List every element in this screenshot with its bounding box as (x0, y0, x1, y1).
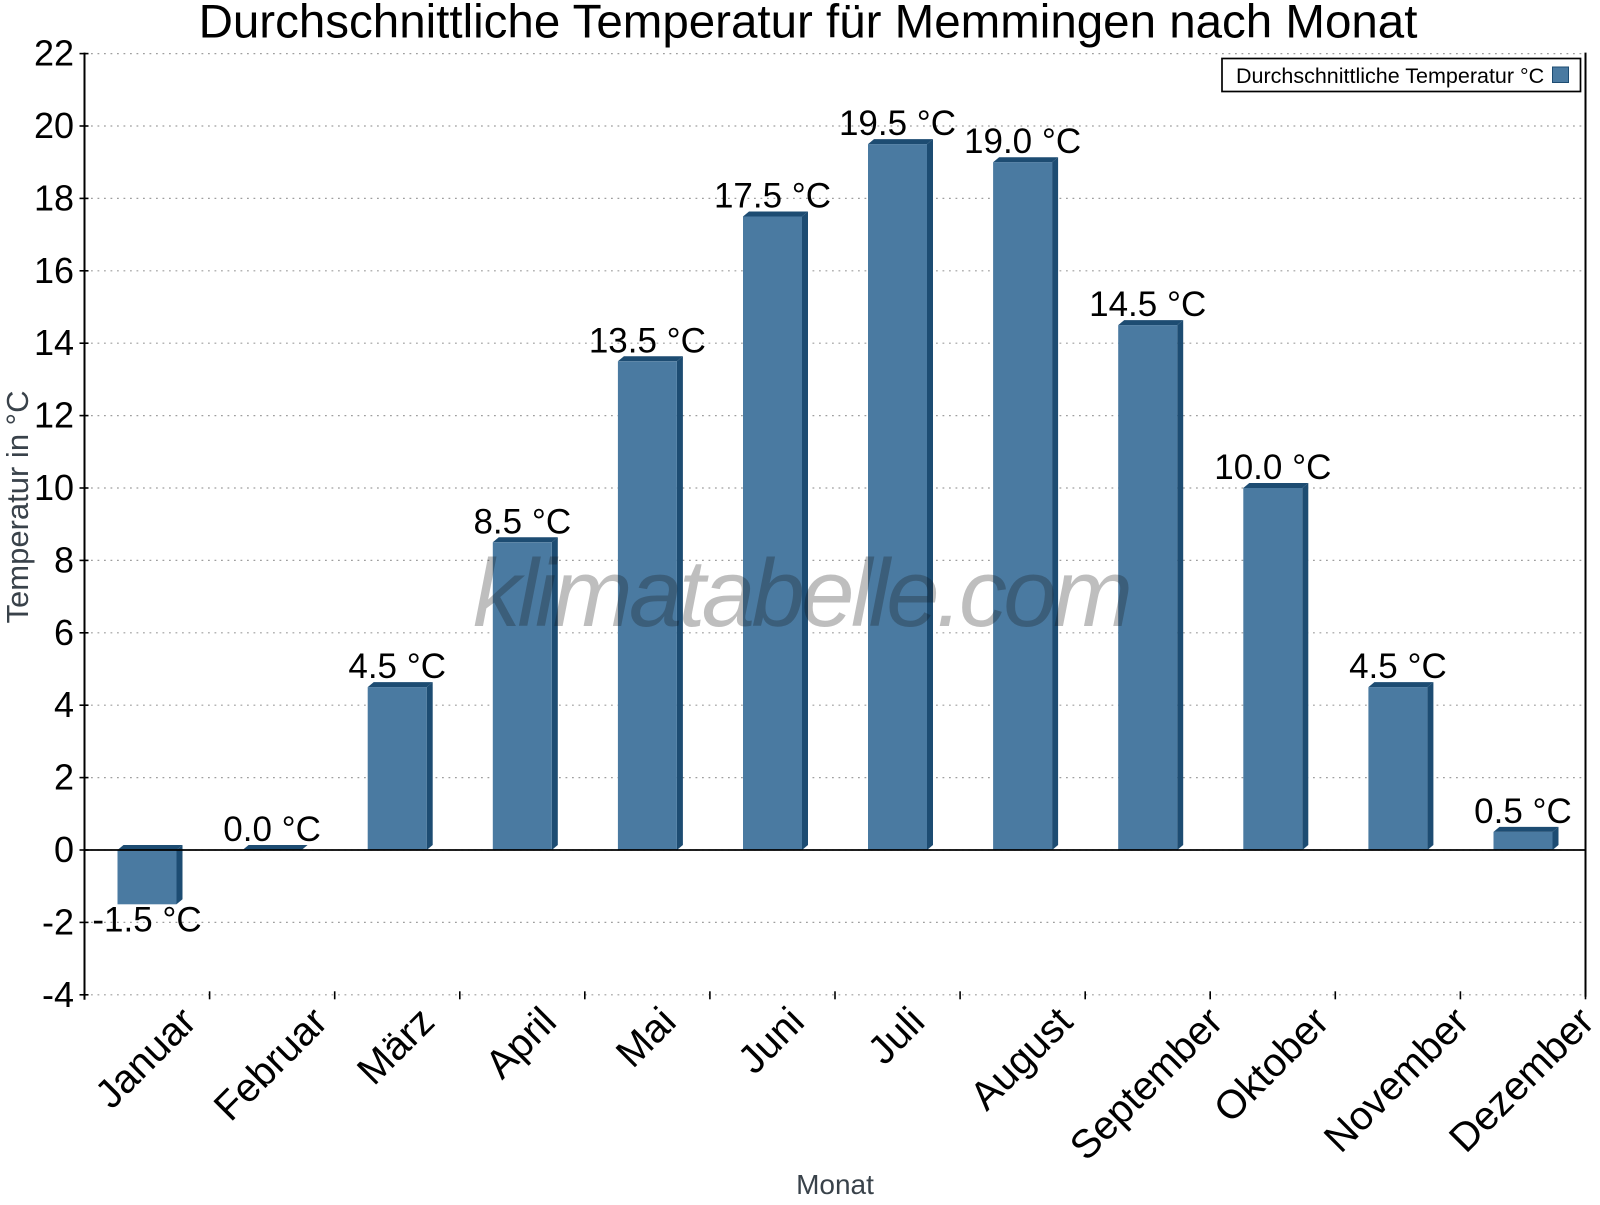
svg-text:0: 0 (54, 829, 74, 870)
svg-text:14: 14 (34, 322, 74, 363)
svg-text:10: 10 (34, 467, 74, 508)
svg-text:22: 22 (34, 33, 74, 74)
svg-text:19.5 °C: 19.5 °C (839, 104, 956, 143)
svg-text:18: 18 (34, 177, 74, 218)
svg-text:-1.5 °C: -1.5 °C (92, 900, 201, 939)
svg-text:13.5 °C: 13.5 °C (589, 321, 706, 360)
svg-text:19.0 °C: 19.0 °C (964, 122, 1081, 161)
svg-text:Durchschnittliche Temperatur f: Durchschnittliche Temperatur für Memming… (199, 0, 1418, 49)
svg-text:16: 16 (34, 250, 74, 291)
svg-text:0.0 °C: 0.0 °C (223, 810, 321, 849)
svg-text:4.5 °C: 4.5 °C (348, 647, 446, 686)
svg-text:-2: -2 (42, 901, 74, 942)
svg-text:2: 2 (54, 757, 74, 798)
svg-text:Monat: Monat (796, 1169, 874, 1200)
svg-text:17.5 °C: 17.5 °C (714, 177, 831, 216)
svg-text:Durchschnittliche Temperatur °: Durchschnittliche Temperatur °C (1236, 64, 1544, 88)
svg-text:6: 6 (54, 612, 74, 653)
svg-text:8.5 °C: 8.5 °C (473, 502, 571, 541)
svg-text:4: 4 (54, 684, 74, 725)
svg-text:Temperatur in °C: Temperatur in °C (0, 391, 35, 624)
svg-text:4.5 °C: 4.5 °C (1349, 647, 1447, 686)
svg-text:14.5 °C: 14.5 °C (1089, 285, 1206, 324)
svg-text:0.5 °C: 0.5 °C (1474, 792, 1572, 831)
svg-text:10.0 °C: 10.0 °C (1214, 448, 1331, 487)
svg-text:8: 8 (54, 539, 74, 580)
svg-text:12: 12 (34, 395, 74, 436)
svg-text:20: 20 (34, 105, 74, 146)
svg-text:-4: -4 (42, 974, 74, 1015)
svg-text:klimatabelle.com: klimatabelle.com (473, 540, 1133, 647)
